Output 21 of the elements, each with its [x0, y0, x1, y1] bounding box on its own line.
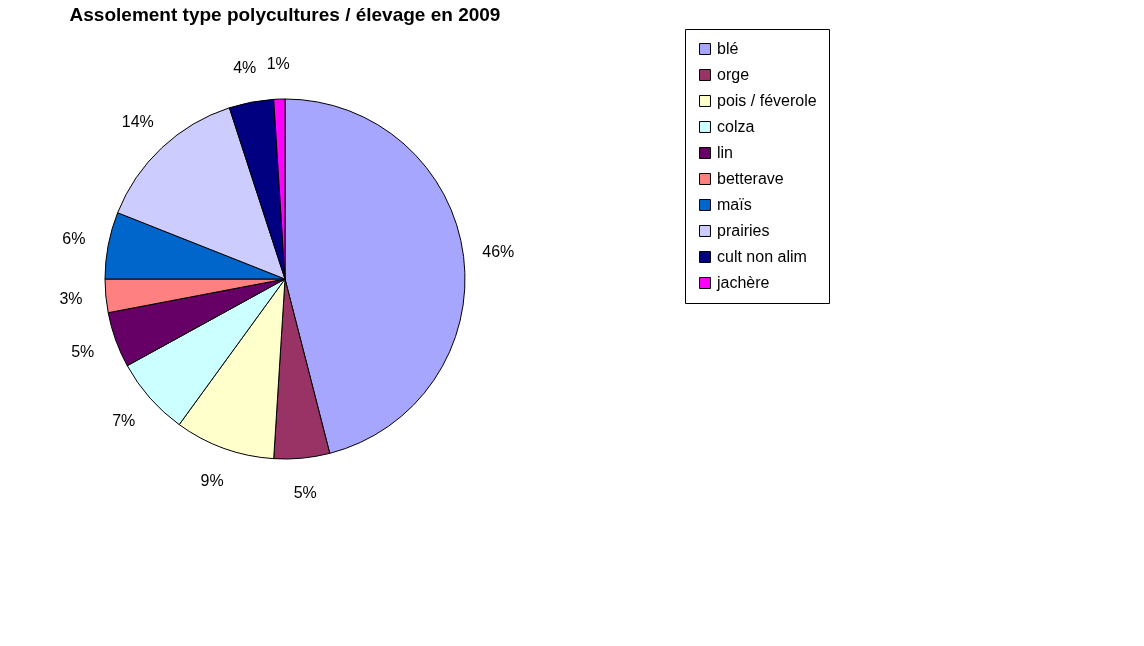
data-label: 6%	[62, 229, 86, 247]
legend-label: pois / féverole	[717, 92, 817, 109]
legend-label: prairies	[717, 222, 770, 239]
data-label: 1%	[266, 55, 290, 73]
data-label: 5%	[293, 484, 317, 502]
data-label: 46%	[482, 243, 515, 261]
data-label: 4%	[233, 58, 257, 76]
legend-label: orge	[717, 66, 750, 83]
legend-label: cult non alim	[717, 248, 807, 265]
legend-label: maïs	[717, 196, 752, 213]
legend-label: blé	[717, 40, 739, 57]
legend-label: colza	[717, 118, 755, 135]
data-label: 5%	[71, 342, 95, 360]
data-label: 3%	[59, 290, 83, 308]
data-label: 7%	[112, 412, 136, 430]
legend-label: lin	[717, 144, 734, 161]
legend-label: jachère	[716, 274, 770, 291]
data-label: 9%	[200, 472, 224, 490]
chart-title: Assolement type polycultures / élevage en 2009	[69, 3, 501, 25]
data-label: 14%	[121, 113, 154, 131]
legend-label: betterave	[717, 170, 784, 187]
